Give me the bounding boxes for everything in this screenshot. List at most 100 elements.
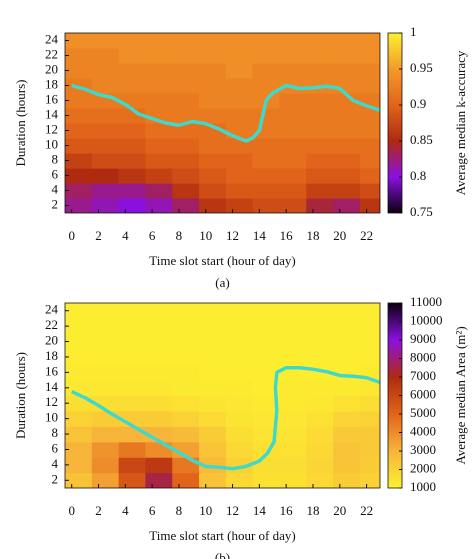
x-axis-label: Time slot start (hour of day) [149, 253, 295, 268]
heat-cell [91, 364, 120, 381]
heat-cell [145, 93, 173, 109]
heat-cell [279, 410, 307, 427]
heat-cell [225, 380, 254, 397]
x-tick-label: 20 [333, 228, 346, 243]
colorbar-tick-label: 7000 [410, 368, 436, 383]
heat-cell [172, 168, 200, 184]
heat-cell [252, 472, 281, 488]
heat-cell [172, 426, 200, 443]
heat-cell [145, 138, 173, 154]
heat-cell [252, 364, 281, 381]
heat-cell [333, 123, 361, 139]
heat-cell [65, 364, 93, 381]
heat-cell [333, 426, 361, 443]
heat-cell [225, 410, 254, 427]
heat-cell [91, 63, 120, 79]
x-tick-label: 2 [95, 228, 102, 243]
heat-cell [333, 33, 361, 49]
heat-cell [252, 333, 281, 350]
heat-cell [333, 380, 361, 397]
heat-cell [65, 153, 93, 169]
heat-cell [333, 303, 361, 320]
heat-cell [199, 472, 227, 488]
x-tick-label: 8 [176, 503, 183, 518]
plot-frame [64, 302, 381, 489]
heat-cell [118, 48, 147, 64]
colorbar-tick-label: 11000 [410, 294, 442, 309]
heat-cell [225, 426, 254, 443]
heat-cell [118, 123, 147, 139]
caption: (a) [215, 275, 229, 290]
heat-cell [65, 123, 93, 139]
heat-cell [91, 48, 120, 64]
heat-cell [65, 410, 93, 427]
heat-cell [359, 63, 380, 79]
heat-cell [91, 33, 120, 49]
heat-cell [306, 108, 334, 124]
heat-cell [172, 63, 200, 79]
heat-cell [252, 303, 281, 320]
y-tick-label: 24 [45, 302, 59, 317]
heat-cell [118, 78, 147, 94]
heat-cell [172, 93, 200, 109]
heat-cell [145, 333, 173, 350]
y-tick-label: 6 [52, 166, 59, 181]
heat-cell [65, 426, 93, 443]
heat-cell [225, 349, 254, 366]
heat-cell [225, 78, 254, 94]
heat-cell [145, 395, 173, 412]
heat-cell [333, 410, 361, 427]
heat-cell [118, 93, 147, 109]
heat-cell [252, 78, 281, 94]
heat-cell [279, 395, 307, 412]
heat-cell [118, 364, 147, 381]
heat-cell [199, 93, 227, 109]
heat-cell [306, 395, 334, 412]
y-tick-label: 4 [52, 456, 59, 471]
heat-cell [91, 472, 120, 488]
heat-cell [145, 168, 173, 184]
heat-cell [279, 333, 307, 350]
heat-cell [279, 33, 307, 49]
heat-cell [252, 349, 281, 366]
heat-cell [65, 63, 93, 79]
heat-cell [172, 198, 200, 213]
heat-cell [172, 457, 200, 474]
heat-cell [225, 48, 254, 64]
x-tick-label: 4 [122, 228, 129, 243]
heat-cell [145, 380, 173, 397]
x-tick-label: 0 [68, 228, 75, 243]
x-tick-label: 16 [280, 503, 294, 518]
y-tick-label: 20 [45, 61, 58, 76]
colorbar-tick-label: 10000 [410, 312, 443, 327]
heat-cell [145, 410, 173, 427]
heat-cell [118, 33, 147, 49]
heat-cell [172, 303, 200, 320]
heat-cell [65, 198, 93, 213]
x-tick-label: 6 [149, 228, 156, 243]
heat-cell [252, 198, 281, 213]
heat-cell [145, 78, 173, 94]
heat-cell [306, 349, 334, 366]
heat-cell [225, 153, 254, 169]
heat-cell [118, 380, 147, 397]
heat-cell [279, 426, 307, 443]
x-tick-label: 4 [122, 503, 129, 518]
heat-cell [91, 333, 120, 350]
heat-cell [279, 380, 307, 397]
colorbar-tick-label: 8000 [410, 349, 436, 364]
heat-cell [65, 183, 93, 199]
heat-cell [333, 333, 361, 350]
heat-cell [199, 410, 227, 427]
heat-cell [333, 349, 361, 366]
heat-cell [333, 78, 361, 94]
heat-cell [252, 380, 281, 397]
heat-cell [306, 333, 334, 350]
colorbar-tick-label: 1000 [410, 479, 436, 494]
heat-cell [172, 318, 200, 335]
heat-cell [199, 153, 227, 169]
heat-cell [252, 138, 281, 154]
y-tick-label: 8 [52, 425, 59, 440]
x-tick-label: 10 [199, 228, 212, 243]
heat-cell [91, 198, 120, 213]
